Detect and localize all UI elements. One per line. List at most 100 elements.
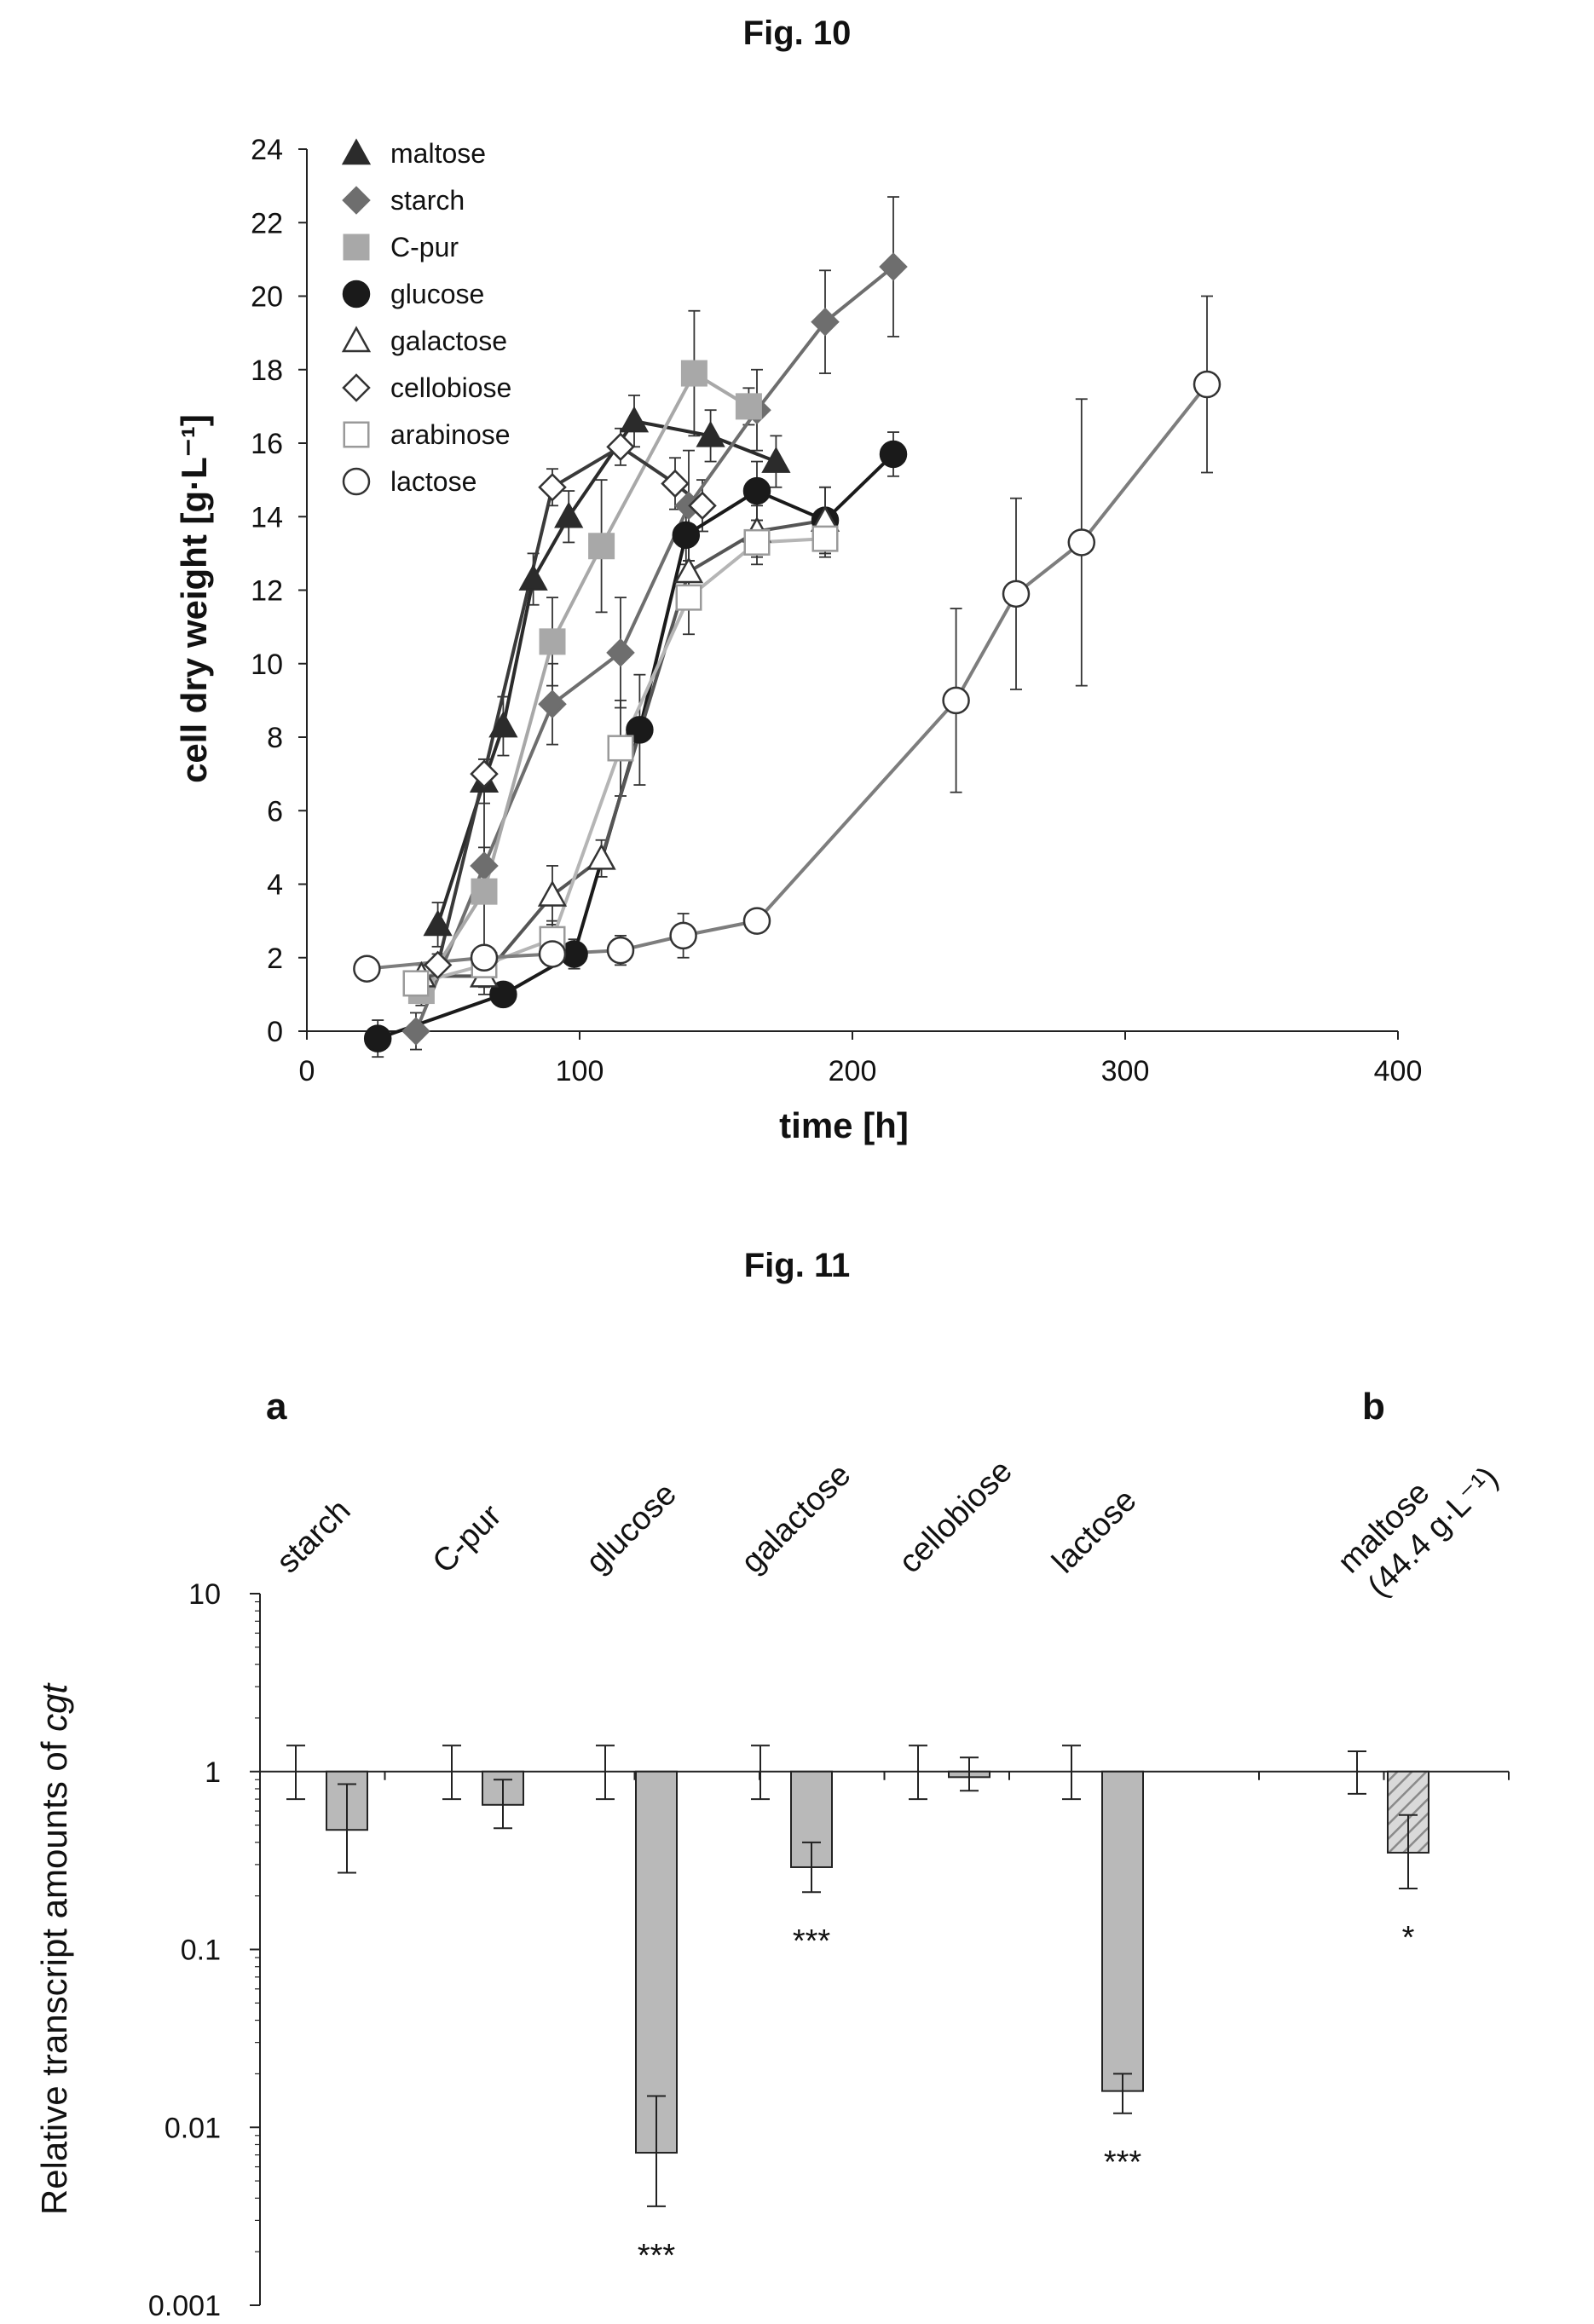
- fig10-point-lactose: [1067, 528, 1096, 556]
- fig11-category-label-C-pur: C-pur: [426, 1497, 509, 1580]
- fig11-panel-a-label: a: [266, 1386, 287, 1427]
- fig10-point-C-pur: [680, 360, 707, 387]
- fig10-point-glucose: [742, 476, 771, 505]
- fig10-y-tick-label: 12: [251, 575, 283, 608]
- fig10-y-tick-label: 10: [251, 649, 283, 681]
- fig10-point-maltose: [761, 446, 791, 473]
- fig11-panel-b-label: b: [1362, 1386, 1385, 1427]
- fig11-category-label-cellobiose: cellobiose: [892, 1453, 1019, 1580]
- fig11-significance-maltose: *: [1402, 1920, 1415, 1956]
- fig10-y-tick-label: 22: [251, 207, 283, 239]
- fig10-point-cellobiose: [606, 432, 635, 462]
- fig10-y-tick-label: 8: [267, 722, 283, 754]
- fig11-y-axis-title: Relative transcript amounts of cgt: [34, 1682, 74, 2216]
- fig10-point-maltose: [696, 420, 725, 447]
- fig10-x-tick-label: 400: [1374, 1055, 1423, 1087]
- fig10-point-lactose: [1002, 580, 1031, 608]
- fig10-legend-label-starch: starch: [390, 185, 465, 216]
- fig10-point-lactose: [1193, 370, 1221, 399]
- fig10-title: Fig. 10: [743, 14, 852, 52]
- fig10-point-arabinose: [607, 735, 634, 762]
- fig10-legend-marker-lactose: [342, 467, 371, 496]
- fig10-point-starch: [606, 638, 635, 667]
- fig10-legend-marker-starch: [342, 186, 371, 215]
- fig10-point-lactose: [353, 954, 381, 983]
- fig10-point-starch: [538, 689, 567, 718]
- fig11-category-label-starch: starch: [270, 1492, 358, 1580]
- fig10-legend-label-galactose: galactose: [390, 326, 507, 356]
- fig10-point-maltose: [554, 501, 584, 528]
- fig10-x-axis-title: time [h]: [779, 1105, 909, 1145]
- fig10-legend-label-cellobiose: cellobiose: [390, 372, 511, 403]
- fig10-y-axis-title: cell dry weight [g·L⁻¹]: [174, 414, 214, 783]
- fig11-y-tick-label: 1: [205, 1756, 221, 1789]
- fig10-y-tick-label: 24: [251, 134, 283, 166]
- fig11-significance-glucose: ***: [638, 2238, 676, 2274]
- fig10-legend-marker-cellobiose: [342, 373, 371, 402]
- fig10-point-arabinose: [402, 970, 430, 997]
- fig10-point-cellobiose: [470, 759, 499, 788]
- fig10-point-cellobiose: [423, 950, 453, 980]
- fig10-point-arabinose: [811, 525, 839, 552]
- fig11-chart: a b 10 1 0.1 0.01 0.001 Relative transcript amo…: [34, 1386, 1510, 2322]
- fig10-point-maltose: [423, 909, 453, 937]
- fig10-y-tick-label: 2: [267, 943, 283, 975]
- fig10-point-cellobiose: [661, 469, 690, 499]
- fig10-point-maltose: [518, 563, 548, 591]
- fig10-x-tick-label: 0: [299, 1055, 315, 1087]
- fig11-significance-galactose: ***: [793, 1923, 831, 1959]
- fig10-legend-marker-C-pur: [343, 234, 370, 261]
- fig10-x-tick-label: 100: [556, 1055, 604, 1087]
- fig10-x-tick-label: 200: [829, 1055, 877, 1087]
- fig10-point-maltose: [488, 711, 518, 738]
- fig10-point-starch: [401, 1017, 430, 1046]
- fig10-point-lactose: [606, 936, 635, 965]
- fig11-y-tick-label: 0.01: [165, 2112, 221, 2144]
- fig11-y-tick-label: 0.001: [148, 2290, 221, 2322]
- fig10-point-lactose: [470, 943, 499, 972]
- fig11-title: Fig. 11: [744, 1247, 851, 1284]
- fig10-legend-label-glucose: glucose: [390, 279, 484, 309]
- fig10-point-starch: [879, 252, 908, 281]
- fig10-point-galactose: [537, 879, 568, 907]
- fig10-y-tick-label: 20: [251, 281, 283, 314]
- fig10-point-lactose: [742, 907, 771, 935]
- fig10-y-tick-label: 14: [251, 501, 283, 533]
- fig10-y-tick-label: 0: [267, 1016, 283, 1048]
- fig10-y-tick-label: 4: [267, 869, 283, 902]
- fig11-y-axis-title-gene: cgt: [34, 1682, 74, 1732]
- fig10-point-cellobiose: [688, 491, 717, 521]
- fig10-point-starch: [811, 307, 840, 337]
- fig11-category-label-glucose: glucose: [580, 1476, 684, 1580]
- fig11-bar-glucose: [635, 1770, 678, 2154]
- fig10-point-cellobiose: [538, 472, 567, 502]
- fig10-point-galactose: [586, 843, 616, 870]
- fig10-legend-marker-glucose: [342, 280, 371, 309]
- fig10-point-galactose: [673, 556, 704, 584]
- fig10-legend-marker-arabinose: [343, 421, 370, 448]
- fig10-legend-label-lactose: lactose: [390, 466, 476, 497]
- fig10-point-C-pur: [539, 628, 566, 655]
- fig10-point-glucose: [672, 521, 701, 550]
- fig10-y-tick-label: 16: [251, 428, 283, 460]
- fig11-bar-lactose: [1101, 1770, 1144, 2092]
- fig10-legend-marker-galactose: [341, 326, 372, 353]
- fig10-point-lactose: [669, 921, 697, 950]
- fig10-y-tick-label: 6: [267, 795, 283, 828]
- fig10-y-tick-label: 18: [251, 355, 283, 387]
- fig10-point-glucose: [879, 440, 908, 469]
- fig10-point-C-pur: [588, 533, 615, 560]
- fig10-point-C-pur: [735, 393, 762, 420]
- fig10-point-glucose: [489, 980, 517, 1009]
- fig10-point-C-pur: [471, 878, 498, 905]
- fig10-point-lactose: [942, 686, 970, 715]
- fig11-significance-lactose: ***: [1104, 2145, 1142, 2181]
- fig11-category-label-lactose: lactose: [1046, 1483, 1144, 1581]
- fig10-x-tick-label: 300: [1101, 1055, 1150, 1087]
- fig11-category-label-galactose: galactose: [735, 1457, 858, 1581]
- fig11-y-tick-label: 10: [188, 1578, 221, 1611]
- fig10-legend-label-arabinose: arabinose: [390, 419, 511, 450]
- fig10-point-arabinose: [675, 584, 702, 611]
